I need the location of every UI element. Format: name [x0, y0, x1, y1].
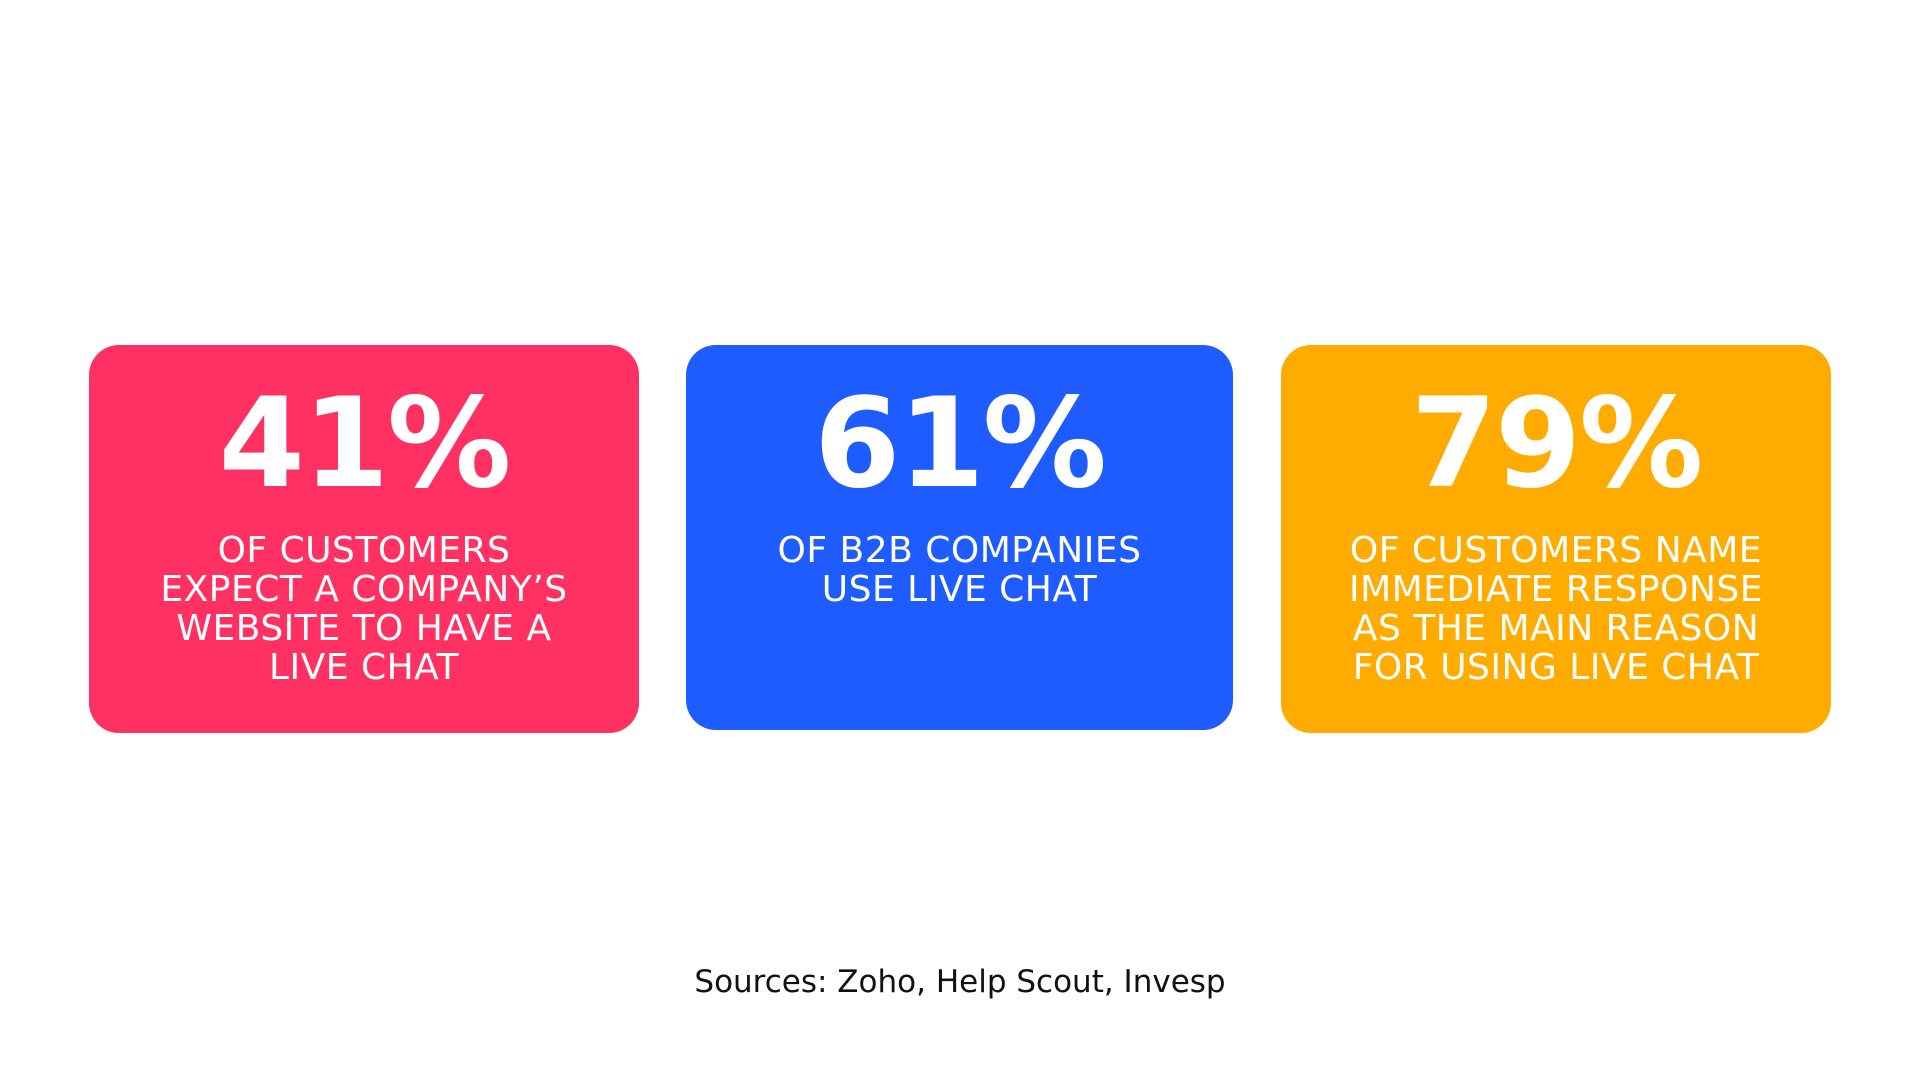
- description-line: FOR USING LIVE CHAT: [1352, 647, 1760, 688]
- sources: Sources: Zoho, Help Scout, Invesp: [694, 964, 1226, 1000]
- stat-value: 41%: [218, 372, 512, 516]
- description-line: IMMEDIATE RESPONSE: [1348, 569, 1764, 610]
- description-line: AS THE MAIN REASON: [1352, 608, 1760, 649]
- description-line: EXPECT A COMPANY’S: [160, 569, 568, 610]
- description-line: LIVE CHAT: [268, 647, 460, 688]
- description-line: OF CUSTOMERS: [217, 530, 511, 571]
- stat-card: 79% OF CUSTOMERS NAME IMMEDIATE RESPONSE AS…: [1281, 345, 1831, 733]
- stat-value: 79%: [1410, 372, 1704, 516]
- stat-card: 41% OF CUSTOMERS EXPECT A COMPANY’S WEBSITE…: [89, 345, 639, 733]
- description-line: OF B2B COMPANIES: [777, 530, 1142, 571]
- description-line: USE LIVE CHAT: [821, 569, 1098, 610]
- stat-description: OF B2B COMPANIES USE LIVE CHAT: [686, 531, 1233, 609]
- stat-description: OF CUSTOMERS EXPECT A COMPANY’S WEBSITE TO…: [89, 531, 639, 687]
- stat-card: 61% OF B2B COMPANIES USE LIVE CHAT: [686, 345, 1233, 730]
- description-line: WEBSITE TO HAVE A: [176, 608, 552, 649]
- description-line: OF CUSTOMERS NAME: [1349, 530, 1763, 571]
- stat-description: OF CUSTOMERS NAME IMMEDIATE RESPONSE AS TH…: [1281, 531, 1831, 687]
- stat-value: 61%: [814, 372, 1107, 516]
